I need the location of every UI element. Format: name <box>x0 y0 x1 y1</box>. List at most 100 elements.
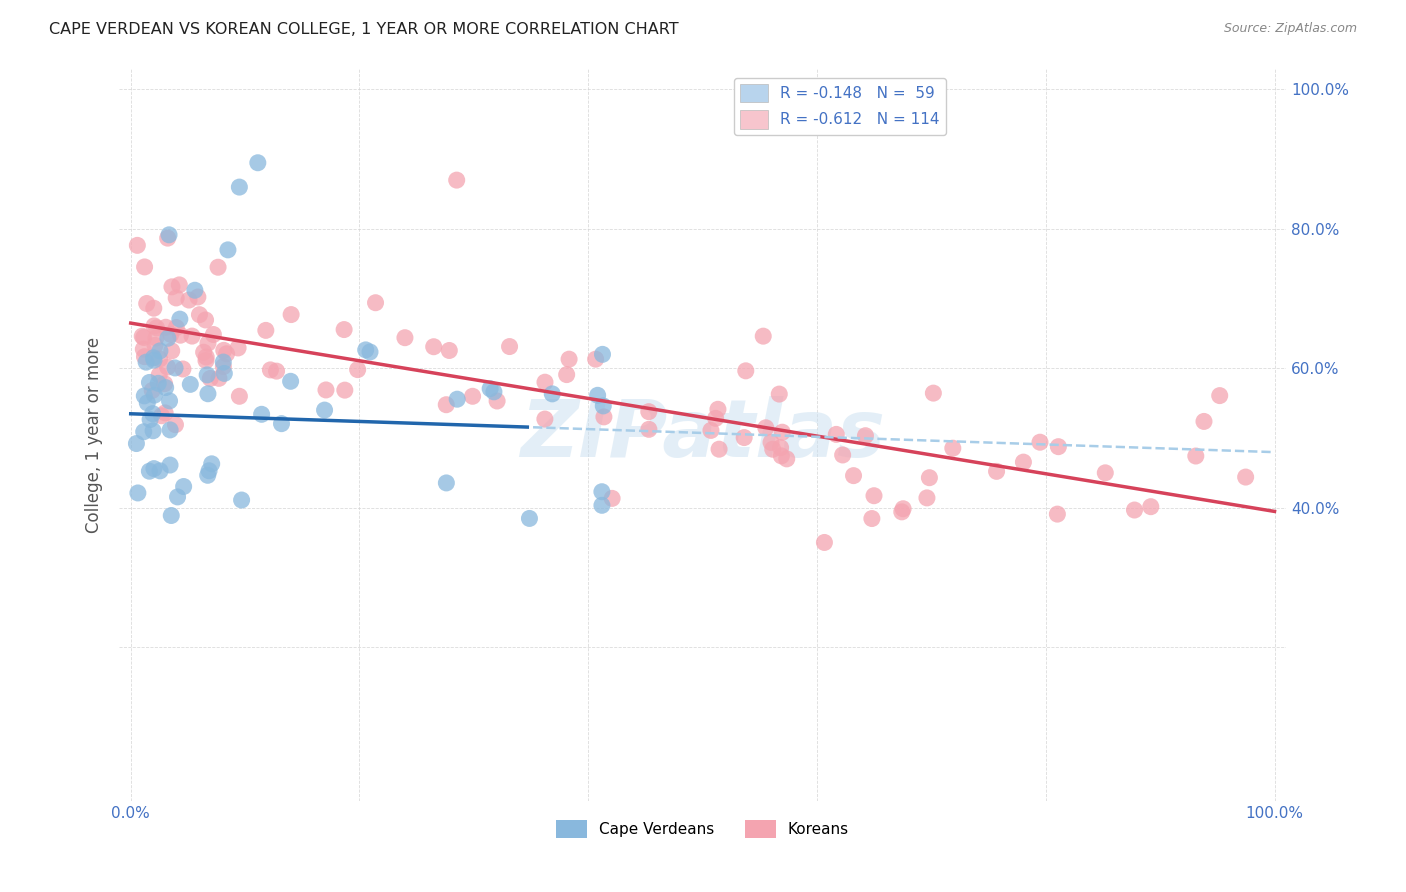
Point <box>142 407 165 421</box>
Point <box>226 341 249 355</box>
Point <box>592 399 614 413</box>
Point <box>922 386 945 401</box>
Point <box>138 464 160 478</box>
Point <box>181 329 204 343</box>
Point <box>700 424 723 438</box>
Point <box>197 386 219 401</box>
Point <box>165 361 187 376</box>
Point <box>1046 507 1069 521</box>
Point <box>212 355 235 369</box>
Point <box>439 343 461 358</box>
Point <box>942 441 965 455</box>
Point <box>159 393 181 408</box>
Point <box>149 343 172 358</box>
Point <box>280 308 302 322</box>
Point <box>254 323 277 337</box>
Point <box>173 479 195 493</box>
Point <box>195 353 218 368</box>
Point <box>541 387 564 401</box>
Point <box>153 406 176 420</box>
Text: CAPE VERDEAN VS KOREAN COLLEGE, 1 YEAR OR MORE CORRELATION CHART: CAPE VERDEAN VS KOREAN COLLEGE, 1 YEAR O… <box>49 22 679 37</box>
Point <box>153 376 176 391</box>
Point <box>217 243 239 257</box>
Point <box>150 409 173 423</box>
Point <box>143 353 166 368</box>
Point <box>280 374 302 388</box>
Point <box>187 290 209 304</box>
Point <box>160 343 183 358</box>
Point <box>228 389 250 403</box>
Point <box>707 442 730 457</box>
Point <box>207 260 229 275</box>
Point <box>165 417 187 432</box>
Point <box>891 501 914 516</box>
Point <box>184 283 207 297</box>
Point <box>1012 455 1035 469</box>
Point <box>142 351 165 365</box>
Point <box>135 296 157 310</box>
Point <box>446 392 468 407</box>
Point <box>704 411 727 425</box>
Point <box>246 155 269 169</box>
Point <box>156 360 179 375</box>
Point <box>127 486 149 500</box>
Point <box>585 352 607 367</box>
Point <box>165 291 187 305</box>
Point <box>755 421 778 435</box>
Point <box>194 313 217 327</box>
Point <box>165 320 187 334</box>
Point <box>918 471 941 485</box>
Point <box>143 388 166 402</box>
Point <box>434 398 457 412</box>
Point <box>172 362 194 376</box>
Point <box>776 451 799 466</box>
Point <box>638 422 661 436</box>
Point <box>359 345 381 359</box>
Point <box>707 402 730 417</box>
Point <box>762 442 785 457</box>
Point <box>1234 470 1257 484</box>
Text: Source: ZipAtlas.com: Source: ZipAtlas.com <box>1223 22 1357 36</box>
Point <box>135 355 157 369</box>
Point <box>214 367 236 381</box>
Point <box>863 489 886 503</box>
Point <box>195 350 218 364</box>
Point <box>134 260 156 274</box>
Point <box>592 347 614 361</box>
Point <box>461 389 484 403</box>
Point <box>591 498 613 512</box>
Point <box>149 464 172 478</box>
Point <box>132 342 155 356</box>
Point <box>138 376 160 390</box>
Point <box>593 409 616 424</box>
Point <box>479 382 502 396</box>
Point <box>446 173 468 187</box>
Point <box>157 227 180 242</box>
Point <box>314 403 336 417</box>
Point <box>354 343 377 357</box>
Point <box>160 508 183 523</box>
Point <box>155 320 177 334</box>
Point <box>770 425 793 440</box>
Point <box>534 375 557 389</box>
Point <box>1047 440 1070 454</box>
Point <box>193 345 215 359</box>
Legend: Cape Verdeans, Koreans: Cape Verdeans, Koreans <box>550 814 855 845</box>
Point <box>131 329 153 343</box>
Point <box>177 293 200 307</box>
Y-axis label: College, 1 year or more: College, 1 year or more <box>86 336 103 533</box>
Point <box>139 412 162 426</box>
Point <box>156 331 179 345</box>
Point <box>132 330 155 344</box>
Point <box>734 364 756 378</box>
Point <box>195 368 218 382</box>
Point <box>422 340 444 354</box>
Point <box>160 327 183 342</box>
Point <box>498 340 520 354</box>
Point <box>212 343 235 358</box>
Point <box>188 308 211 322</box>
Point <box>600 491 623 506</box>
Point <box>266 364 288 378</box>
Point <box>486 394 509 409</box>
Point <box>733 431 755 445</box>
